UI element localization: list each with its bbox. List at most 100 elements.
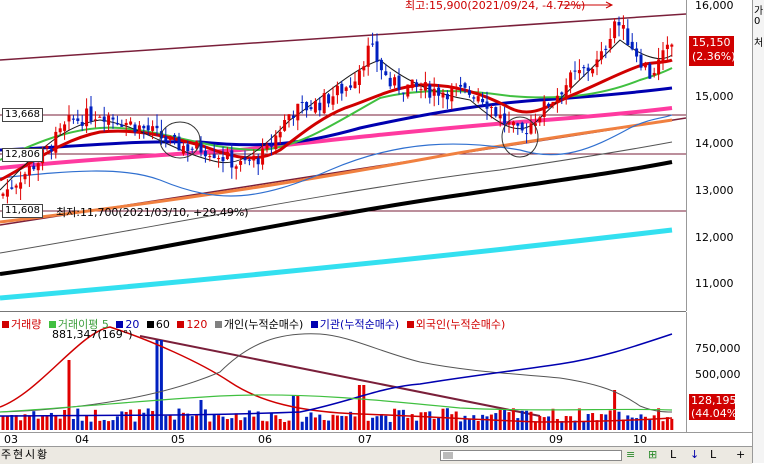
volume-bar — [503, 409, 507, 430]
volume-bar — [419, 412, 423, 430]
volume-chart-pane[interactable]: 거래량 거래이평 5 20 60 120 개인(누적순매수) 기관(누적순매수)… — [0, 312, 686, 432]
zoom-in-button[interactable]: + — [736, 448, 746, 461]
candle-body — [507, 121, 511, 125]
tab-market[interactable]: 시 — [25, 448, 36, 461]
candle-body — [432, 88, 436, 96]
volume-bar — [146, 408, 150, 430]
date-tick: 08 — [455, 433, 469, 446]
volume-bar — [137, 409, 141, 430]
candle-body — [225, 151, 229, 160]
right-panel-label: 0 — [754, 16, 761, 27]
date-tick: 05 — [171, 433, 185, 446]
volume-bar — [177, 408, 181, 430]
candle-body — [481, 98, 485, 103]
volume-bar — [331, 414, 335, 430]
candle-body — [76, 118, 80, 121]
volume-bar — [168, 415, 172, 430]
tab-current[interactable]: 현 — [13, 448, 24, 461]
legend-institution: 기관(누적순매수) — [319, 318, 400, 331]
ma-blue-thin-line — [0, 114, 673, 197]
volume-bar — [32, 411, 36, 430]
candle-body — [63, 124, 67, 131]
volume-bar — [80, 420, 84, 430]
volume-trend-line — [139, 335, 541, 417]
volume-bar — [388, 421, 392, 430]
volume-bar — [85, 415, 89, 430]
volume-bar — [384, 415, 388, 430]
individual-cumulative-line — [0, 333, 673, 413]
current-price: 15,150 — [692, 36, 731, 49]
download-icon[interactable]: ↓ — [690, 448, 700, 461]
volume-bar — [102, 419, 106, 430]
volume-bar — [538, 415, 542, 430]
volume-bar — [14, 415, 18, 430]
legend-individual: 개인(누적순매수) — [223, 318, 304, 331]
candle-body — [547, 103, 551, 107]
volume-bar — [621, 419, 625, 430]
candle-body — [252, 155, 256, 161]
candle-body — [217, 157, 221, 160]
candle-body — [569, 72, 573, 88]
candle-body — [415, 82, 419, 87]
volume-bar — [410, 414, 414, 430]
right-side-panel[interactable]: 가 0 처 — [752, 0, 764, 463]
candle-body — [151, 126, 155, 131]
candle-body — [516, 123, 520, 126]
volume-annotation: 881,347(169°) — [52, 328, 133, 341]
candle-body — [542, 101, 546, 118]
candle-body — [265, 144, 269, 150]
candle-body — [613, 21, 617, 39]
level-label-2: 12,806 — [2, 148, 43, 162]
volume-bar — [247, 410, 251, 430]
menu-icon[interactable]: ≡ — [626, 448, 636, 461]
period-tab-week[interactable]: 주 — [1, 448, 12, 461]
volume-bar — [437, 417, 441, 430]
date-tick: 06 — [258, 433, 272, 446]
date-tick: 07 — [358, 433, 372, 446]
candle-body — [291, 115, 295, 119]
upper-trend-line — [0, 13, 687, 61]
chart-scrollbar[interactable] — [440, 450, 622, 461]
grid-icon[interactable]: ⊞ — [648, 448, 658, 461]
price-chart-svg[interactable] — [0, 0, 687, 311]
ma-green-line — [0, 67, 673, 161]
candle-body — [261, 148, 265, 165]
candle-body — [406, 84, 410, 97]
candle-body — [45, 146, 49, 149]
candle-body — [278, 131, 282, 138]
current-volume-ratio: (44.04%) — [691, 407, 742, 420]
volume-bar — [639, 414, 643, 430]
volume-bar — [283, 421, 287, 430]
volume-chart-svg[interactable] — [0, 312, 686, 432]
candle-body — [234, 166, 238, 169]
volume-bar — [45, 415, 49, 430]
date-tick: 10 — [633, 433, 647, 446]
scrollbar-thumb[interactable] — [443, 452, 453, 459]
volume-bar — [489, 414, 493, 430]
volume-bar — [173, 419, 177, 430]
candle-body — [489, 106, 493, 108]
candle-body — [503, 113, 507, 124]
volume-bar — [459, 421, 463, 430]
current-price-badge: 15,150 (2.36%) — [689, 36, 736, 66]
volume-bar-series — [1, 340, 674, 430]
volume-bar — [115, 416, 119, 430]
candle-body — [124, 122, 128, 126]
line-tool-button[interactable]: L — [670, 448, 677, 461]
date-tick: 03 — [4, 433, 18, 446]
legend-swatch — [406, 321, 414, 328]
right-panel-label: 처 — [754, 38, 764, 49]
layout-button[interactable]: L — [710, 448, 717, 461]
volume-bar — [155, 340, 159, 430]
price-chart-pane[interactable]: 최고:15,900(2021/09/24, -4.72%) 최저:11,700(… — [0, 0, 687, 312]
institution-cumulative-line — [0, 333, 673, 417]
volume-bar — [313, 417, 317, 430]
tab-status[interactable]: 황 — [37, 448, 48, 461]
volume-bar — [212, 414, 216, 430]
legend-vol-ma60: 60 — [155, 318, 170, 331]
volume-bar — [652, 415, 656, 430]
candle-body — [371, 43, 375, 45]
candle-body — [608, 38, 612, 48]
candle-body — [85, 108, 89, 127]
volume-bar — [450, 414, 454, 430]
